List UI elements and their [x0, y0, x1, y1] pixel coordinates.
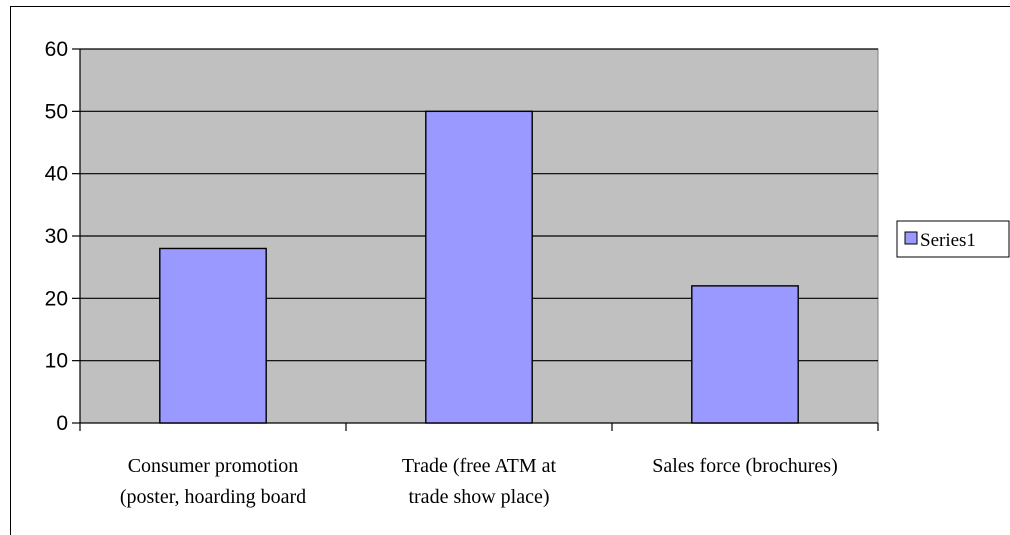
- x-tick-label: trade show place): [408, 486, 549, 508]
- y-tick-label: 50: [45, 100, 68, 123]
- y-tick-label: 0: [56, 412, 68, 435]
- y-tick-label: 40: [45, 163, 68, 186]
- x-tick-label: (poster, hoarding board: [120, 486, 306, 508]
- legend-swatch: [904, 231, 918, 245]
- y-tick-label: 60: [45, 38, 68, 61]
- x-tick-label: Trade (free ATM at: [402, 455, 557, 477]
- x-tick-label: Consumer promotion: [128, 455, 299, 477]
- bar-series: [159, 110, 799, 424]
- bar: [425, 110, 533, 424]
- legend-label: Series1: [920, 230, 976, 251]
- legend: Series1: [896, 220, 1010, 258]
- x-tick-label: Sales force (brochures): [652, 455, 837, 477]
- bar: [691, 285, 799, 424]
- y-tick-label: 10: [45, 350, 68, 373]
- bar: [159, 247, 267, 424]
- x-axis-ticks: Consumer promotion (poster, hoarding boar…: [79, 423, 879, 508]
- y-tick-label: 20: [45, 287, 68, 310]
- y-tick-label: 30: [45, 225, 68, 248]
